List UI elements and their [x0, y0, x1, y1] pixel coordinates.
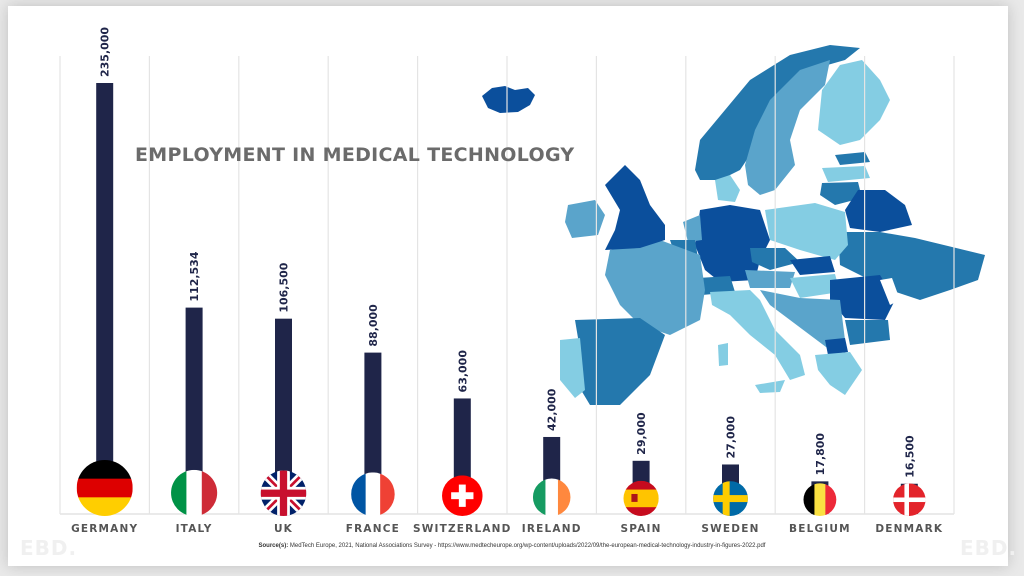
map-moldova [880, 278, 900, 305]
map-romania [830, 275, 895, 320]
italy-flag-icon [171, 469, 218, 516]
map-spain [575, 318, 665, 405]
watermark-right: EBD. [960, 536, 1018, 560]
map-sicily [755, 380, 785, 393]
map-lithuania [820, 182, 862, 205]
bar-germany [96, 83, 114, 514]
category-label: SWITZERLAND [413, 523, 512, 535]
category-label: SPAIN [621, 523, 662, 535]
source-text: MedTech Europe, 2021, National Associati… [288, 543, 766, 549]
map-iceland [482, 86, 535, 113]
map-germany [695, 205, 770, 282]
map-denmark [715, 175, 740, 202]
value-label: 27,000 [725, 416, 738, 459]
map-slovakia [790, 256, 835, 275]
category-label: GERMANY [71, 523, 138, 535]
map-austria [745, 270, 795, 288]
value-label: 88,000 [367, 304, 380, 347]
sweden-flag-icon [713, 481, 748, 516]
map-poland [765, 203, 848, 260]
bar-uk [275, 318, 292, 514]
category-label: FRANCE [346, 523, 400, 535]
category-label: IRELAND [522, 523, 582, 535]
map-uk [605, 165, 665, 250]
map-ukraine [838, 232, 985, 300]
france-flag-icon [351, 472, 395, 516]
germany-flag-icon [76, 460, 133, 516]
value-label: 106,500 [278, 262, 291, 312]
value-label: 235,000 [99, 27, 112, 77]
map-ireland [565, 200, 605, 238]
source-note: Source(s): MedTech Europe, 2021, Nationa… [0, 543, 1024, 549]
uk-flag-icon [260, 470, 307, 517]
switzerland-flag-icon [442, 475, 483, 516]
value-label: 29,000 [635, 412, 648, 455]
map-greece [815, 352, 862, 395]
map-finland [818, 60, 890, 145]
category-label: ITALY [176, 523, 213, 535]
map-sweden [745, 60, 830, 195]
value-label: 42,000 [546, 388, 559, 431]
map-portugal [560, 338, 585, 398]
map-norway [695, 45, 860, 180]
map-netherlands [683, 215, 702, 242]
chart-title: EMPLOYMENT IN MEDICAL TECHNOLOGY [135, 144, 575, 166]
value-label: 17,800 [814, 433, 827, 476]
source-label: Source(s): [258, 543, 289, 549]
bar-italy [185, 307, 203, 514]
map-bulgaria [845, 320, 890, 345]
map-balkans [760, 290, 845, 350]
map-latvia [822, 166, 870, 182]
value-label: 16,500 [903, 435, 916, 478]
map-hungary [790, 274, 840, 298]
value-label: 112,534 [188, 251, 201, 301]
category-label: UK [274, 523, 293, 535]
map-france [605, 240, 705, 335]
map-baltics-north [835, 152, 870, 165]
value-label: 63,000 [456, 350, 469, 393]
category-label: DENMARK [875, 523, 943, 535]
map-italy [710, 290, 805, 380]
watermark-left: EBD. [20, 536, 78, 560]
ireland-flag-icon [532, 478, 571, 516]
category-label: SWEDEN [701, 523, 759, 535]
denmark-flag-icon [893, 483, 926, 516]
category-label: BELGIUM [789, 523, 851, 535]
spain-flag-icon [623, 480, 659, 516]
belgium-flag-icon [803, 483, 837, 516]
map-north-macedonia [825, 338, 848, 355]
map-sardinia [718, 343, 728, 366]
map-switzerland [698, 276, 735, 295]
map-belarus [845, 190, 912, 232]
